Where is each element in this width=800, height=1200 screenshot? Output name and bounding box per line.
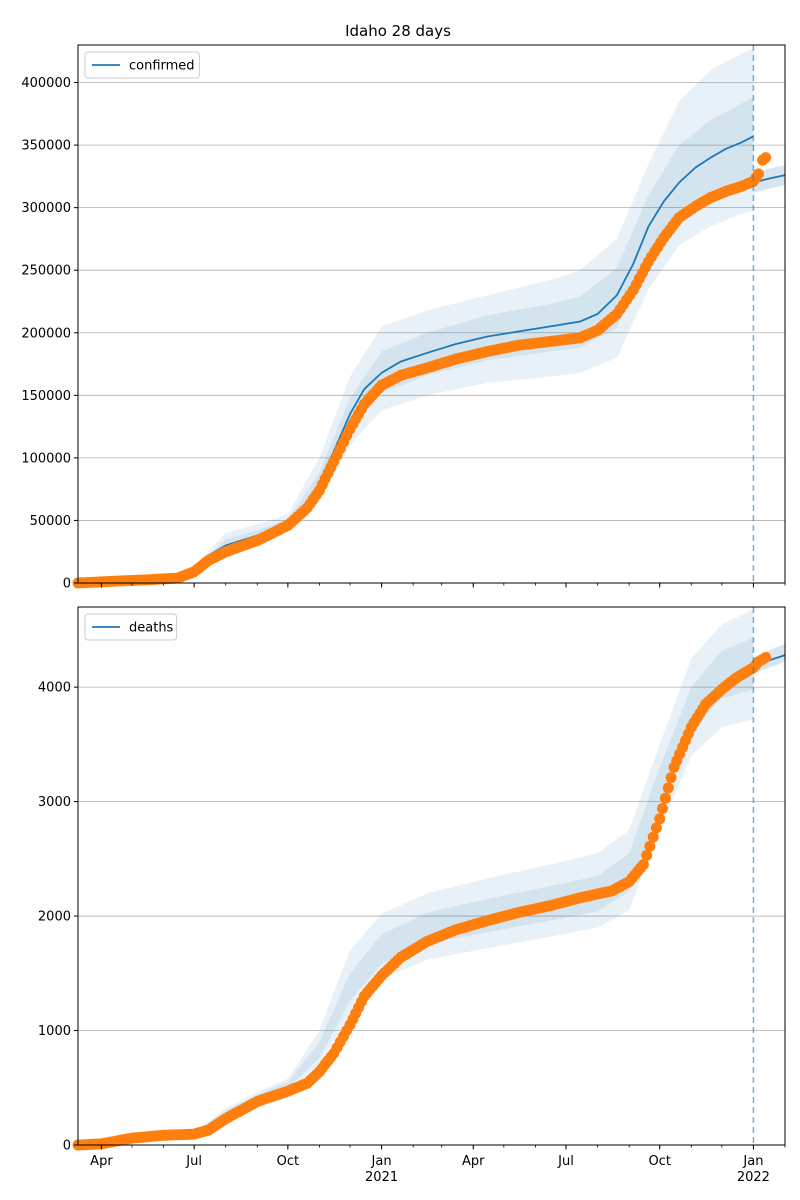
axes-frame	[77, 44, 786, 584]
axes-frame	[77, 606, 786, 1146]
y-tick-label: 2000	[38, 910, 71, 925]
observed-point	[665, 772, 677, 784]
observed-point	[659, 792, 671, 804]
chart-title: Idaho 28 days	[345, 22, 451, 40]
y-tick-label: 250000	[21, 264, 71, 279]
legend-label: deaths	[129, 621, 174, 636]
observed-point	[641, 849, 653, 861]
observed-point	[662, 782, 674, 794]
legend-box	[84, 51, 200, 79]
observed-point	[647, 831, 659, 843]
legend: deaths	[84, 613, 178, 641]
confirmed-panel: 0 50000 100000 150000 200000 250000 300000 3500…	[21, 44, 786, 592]
x-tick-label: Jul	[185, 1154, 202, 1169]
x-tick-label: Jul	[557, 1154, 574, 1169]
x-tick-year-label: 2022	[737, 1170, 770, 1185]
y-tick-label: 50000	[30, 514, 71, 529]
y-tick-label: 400000	[21, 76, 71, 91]
y-tick-label: 150000	[21, 389, 71, 404]
x-tick-label: Jan	[742, 1154, 763, 1169]
x-tick-label: Oct	[277, 1154, 299, 1169]
x-tick-label: Apr	[462, 1154, 485, 1169]
y-tick-label: 4000	[38, 681, 71, 696]
uncertainty-band	[78, 97, 754, 583]
legend-box	[84, 613, 178, 641]
observed-point	[650, 822, 662, 834]
x-tick-year-label: 2021	[365, 1170, 398, 1185]
legend-label: confirmed	[129, 59, 195, 74]
y-tick-label: 200000	[21, 326, 71, 341]
x-tick-label: Oct	[648, 1154, 670, 1169]
y-tick-label: 3000	[38, 795, 71, 810]
uncertainty-band	[78, 609, 754, 1145]
y-tick-label: 0	[63, 1139, 71, 1154]
uncertainty-band	[78, 48, 754, 584]
uncertainty-band	[78, 637, 754, 1145]
observed-point	[657, 803, 668, 814]
y-tick-label: 300000	[21, 201, 71, 216]
observed-point	[654, 813, 666, 825]
y-tick-label: 0	[63, 577, 71, 592]
legend: confirmed	[84, 51, 200, 79]
x-tick-label: Apr	[90, 1154, 113, 1169]
y-tick-label: 1000	[38, 1024, 71, 1039]
y-tick-label: 100000	[21, 451, 71, 466]
x-tick-label: Jan	[371, 1154, 392, 1169]
observed-point	[644, 840, 656, 852]
y-tick-label: 350000	[21, 139, 71, 154]
observed-point	[760, 152, 772, 164]
model-line	[77, 135, 754, 584]
observed-point	[760, 651, 772, 663]
observed-point	[637, 859, 649, 871]
observed-point	[753, 168, 764, 180]
